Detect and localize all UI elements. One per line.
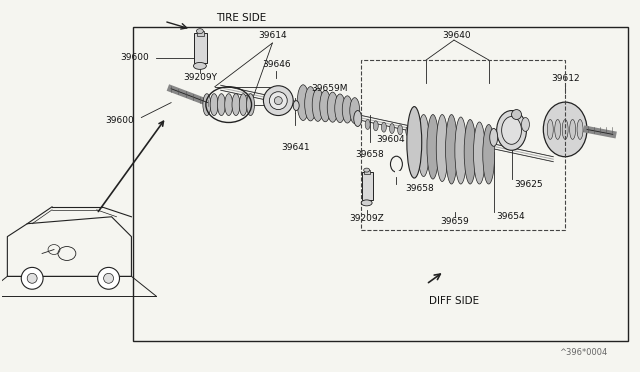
Ellipse shape (210, 94, 218, 116)
Ellipse shape (203, 94, 211, 116)
Ellipse shape (397, 125, 403, 135)
Ellipse shape (225, 94, 233, 116)
Ellipse shape (497, 110, 527, 150)
Ellipse shape (218, 94, 225, 116)
Text: 39209Z: 39209Z (349, 214, 384, 223)
Text: 39640: 39640 (443, 31, 471, 40)
Text: 39659M: 39659M (312, 84, 348, 93)
Ellipse shape (342, 96, 353, 123)
Ellipse shape (381, 122, 387, 132)
Ellipse shape (414, 128, 419, 138)
Ellipse shape (335, 94, 345, 123)
Ellipse shape (547, 119, 553, 140)
Ellipse shape (511, 110, 522, 119)
Ellipse shape (464, 119, 476, 184)
Ellipse shape (436, 115, 448, 182)
Ellipse shape (570, 119, 575, 140)
Ellipse shape (28, 273, 37, 283)
Ellipse shape (418, 115, 429, 177)
Ellipse shape (406, 126, 411, 136)
Ellipse shape (193, 62, 206, 69)
Bar (132, 27, 628, 341)
Ellipse shape (98, 267, 120, 289)
Ellipse shape (390, 124, 394, 134)
Ellipse shape (555, 119, 561, 140)
Text: 39625: 39625 (515, 180, 543, 189)
Ellipse shape (293, 101, 299, 110)
Ellipse shape (21, 267, 43, 289)
Ellipse shape (445, 115, 458, 184)
Ellipse shape (422, 129, 427, 139)
Text: 39641: 39641 (281, 143, 310, 152)
Text: DIFF SIDE: DIFF SIDE (429, 296, 479, 306)
Ellipse shape (502, 116, 522, 144)
Ellipse shape (438, 132, 444, 142)
Ellipse shape (562, 119, 568, 140)
Ellipse shape (430, 130, 435, 140)
Bar (197, 31, 204, 36)
Ellipse shape (297, 85, 309, 121)
Ellipse shape (264, 86, 293, 116)
Text: 39646: 39646 (262, 60, 291, 70)
Text: 39659: 39659 (440, 217, 469, 226)
Ellipse shape (373, 121, 378, 131)
Bar (362, 172, 372, 200)
Text: 39209Y: 39209Y (183, 73, 217, 82)
Ellipse shape (246, 94, 255, 116)
Ellipse shape (269, 92, 287, 110)
Text: 39600: 39600 (106, 116, 134, 125)
Ellipse shape (407, 107, 422, 178)
Text: 39612: 39612 (551, 74, 579, 83)
Text: 39614: 39614 (258, 31, 287, 40)
Ellipse shape (474, 122, 485, 184)
Ellipse shape (312, 89, 324, 121)
Ellipse shape (454, 134, 460, 144)
Bar (364, 170, 370, 174)
Ellipse shape (577, 119, 583, 140)
Text: 39600: 39600 (120, 54, 149, 62)
Ellipse shape (232, 94, 240, 116)
Ellipse shape (446, 133, 451, 143)
Text: 39658: 39658 (355, 150, 384, 159)
Ellipse shape (320, 90, 331, 122)
Text: 39654: 39654 (497, 212, 525, 221)
Ellipse shape (408, 115, 420, 174)
Ellipse shape (104, 273, 113, 283)
Ellipse shape (361, 200, 372, 206)
Text: 39604: 39604 (377, 135, 405, 144)
Bar (194, 33, 207, 63)
Bar (362, 61, 564, 230)
Text: ^396*0004: ^396*0004 (559, 348, 608, 357)
Ellipse shape (354, 110, 362, 126)
Ellipse shape (364, 168, 370, 172)
Ellipse shape (365, 119, 370, 129)
Ellipse shape (483, 125, 495, 184)
Ellipse shape (543, 102, 587, 157)
Ellipse shape (196, 29, 204, 33)
Ellipse shape (427, 115, 439, 179)
Text: TIRE SIDE: TIRE SIDE (216, 13, 266, 23)
Ellipse shape (327, 92, 338, 122)
Text: 39658: 39658 (405, 185, 434, 193)
Ellipse shape (275, 97, 282, 105)
Ellipse shape (455, 117, 467, 184)
Ellipse shape (239, 94, 247, 116)
Ellipse shape (490, 128, 498, 146)
Ellipse shape (350, 98, 360, 124)
Ellipse shape (522, 118, 529, 131)
Ellipse shape (305, 87, 316, 121)
